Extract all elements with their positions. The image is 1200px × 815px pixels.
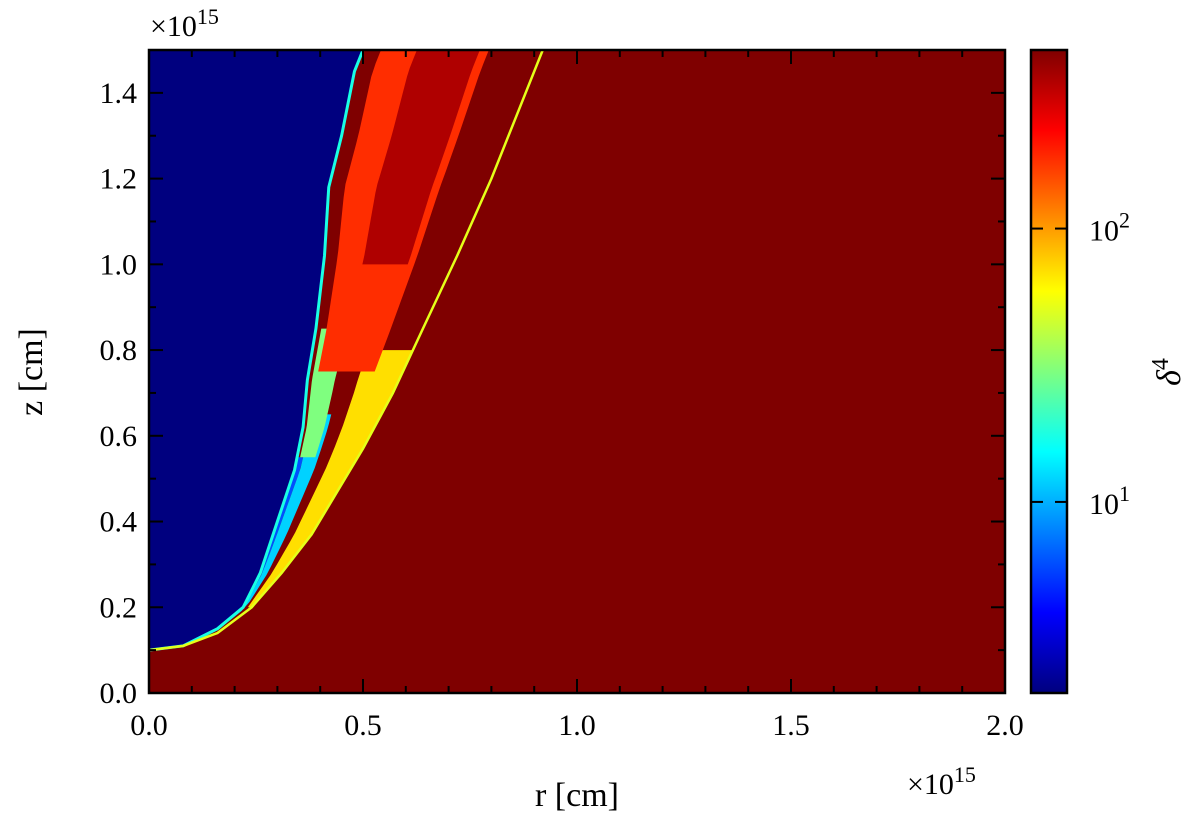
- x-tick-label: 2.0: [986, 709, 1024, 742]
- colorbar-tick-label: 102: [1089, 208, 1130, 248]
- jet-boundary-outer: [149, 50, 544, 652]
- y-axis-title: z [cm]: [13, 328, 50, 416]
- colorbar-tick-label: 101: [1089, 481, 1130, 521]
- y-tick-label: 1.0: [100, 248, 138, 281]
- colorbar-gradient: [1031, 50, 1067, 693]
- y-tick-label: 1.2: [100, 163, 138, 196]
- plot-ticks: [148, 50, 1006, 694]
- y-tick-label: 0.4: [100, 506, 138, 539]
- colorbar-ticks: 101 102: [1031, 208, 1130, 521]
- x-tick-labels: 0.0 0.5 1.0 1.5 2.0: [130, 709, 1024, 742]
- colorbar-frame: [1029, 48, 1069, 695]
- y-multiplier: ×1015: [150, 4, 219, 43]
- y-tick-label: 0.0: [100, 677, 138, 710]
- x-axis-title: r [cm]: [535, 777, 619, 814]
- shear-band-1: [218, 414, 332, 629]
- jet-boundary-inner: [149, 50, 365, 652]
- shear-layer: [149, 50, 489, 651]
- x-tick-label: 0.0: [130, 709, 168, 742]
- x-multiplier: ×1015: [907, 762, 976, 801]
- y-tick-label: 0.6: [100, 420, 138, 453]
- colorbar-label: δ4: [1148, 358, 1188, 386]
- heatmap-plot-area: [149, 50, 1005, 693]
- jet-interior-region: [149, 50, 363, 651]
- x-tick-label: 0.5: [344, 709, 382, 742]
- y-tick-label: 0.8: [100, 334, 138, 367]
- y-tick-label: 1.4: [100, 77, 138, 110]
- x-tick-label: 1.5: [772, 709, 810, 742]
- shear-band-5: [362, 50, 480, 265]
- y-tick-labels: 0.0 0.2 0.4 0.6 0.8 1.0 1.2 1.4: [100, 77, 138, 710]
- shear-band-3: [247, 350, 413, 608]
- y-tick-label: 0.2: [100, 591, 138, 624]
- x-tick-label: 1.0: [558, 709, 596, 742]
